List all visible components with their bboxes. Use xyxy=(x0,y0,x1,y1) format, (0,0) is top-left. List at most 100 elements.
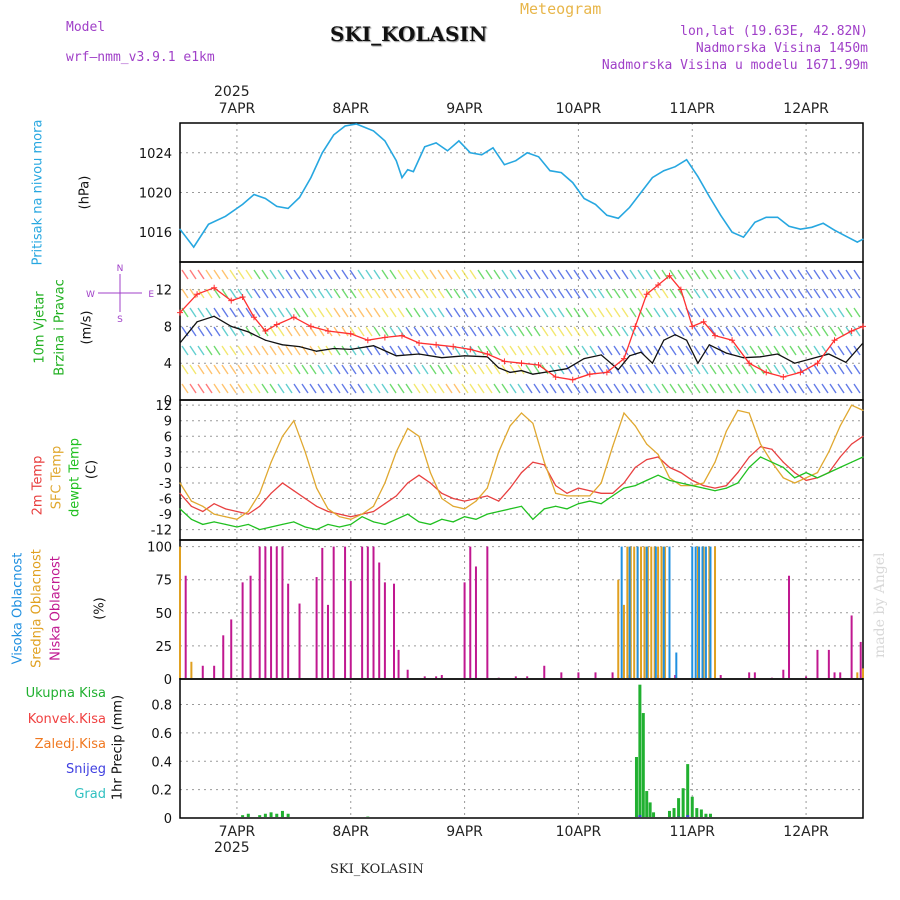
wind-barb xyxy=(773,364,781,375)
data-point xyxy=(560,172,562,174)
wind-barb xyxy=(277,307,285,318)
wind-barb xyxy=(341,269,349,280)
data-point xyxy=(316,505,318,507)
bar-precip xyxy=(667,810,671,817)
bar-precip xyxy=(286,813,290,817)
wind-barb xyxy=(669,345,677,356)
wind-barb xyxy=(605,326,613,337)
wind-barb xyxy=(221,326,229,337)
bar-cloud xyxy=(287,583,290,678)
wind-barb xyxy=(189,345,197,356)
bar-cloud xyxy=(190,661,193,678)
wind-barb xyxy=(325,383,333,394)
wind-barb xyxy=(693,288,701,299)
wind-barb xyxy=(805,383,813,394)
wind-barb xyxy=(421,269,429,280)
wind-barb xyxy=(397,326,405,337)
wind-barb xyxy=(765,326,773,337)
wind-barb xyxy=(485,269,493,280)
wind-barb xyxy=(189,269,197,280)
altitude-label: Nadmorska Visina 1450m xyxy=(695,41,868,56)
data-point xyxy=(293,490,295,492)
wind-barb xyxy=(821,364,829,375)
data-point xyxy=(794,471,796,474)
data-point xyxy=(179,482,181,484)
wind-barb xyxy=(549,307,557,318)
series-dewpt-temp xyxy=(179,456,864,531)
wind-barb xyxy=(829,307,837,318)
wind-barb xyxy=(677,364,685,375)
data-point xyxy=(811,226,813,228)
wind-barb xyxy=(797,345,805,356)
wind-barb xyxy=(485,345,493,356)
bar-cloud xyxy=(201,665,204,678)
wind-barb xyxy=(293,383,301,394)
bar-precip xyxy=(648,802,652,817)
wind-barb xyxy=(621,364,629,375)
wind-barb xyxy=(685,383,693,394)
bar-cloud xyxy=(850,615,853,678)
wind-barb xyxy=(725,364,733,375)
bar-cloud xyxy=(691,546,694,678)
wind-barb xyxy=(213,288,221,299)
data-point xyxy=(429,482,432,484)
data-point xyxy=(190,500,192,502)
wind-barb xyxy=(253,307,261,318)
wind-barb xyxy=(829,383,837,394)
wind-barb xyxy=(213,345,221,356)
bar-cloud xyxy=(463,582,466,678)
wind-barb xyxy=(413,364,421,375)
compass-s: S xyxy=(117,315,123,325)
wind-barb xyxy=(549,288,557,299)
data-point xyxy=(441,518,443,520)
wind-barb xyxy=(389,383,397,394)
wind-barb xyxy=(389,307,397,318)
data-point xyxy=(247,510,249,513)
wind-barb xyxy=(725,345,733,356)
bar-cloud xyxy=(694,546,697,678)
wind-barb xyxy=(437,364,445,375)
gust-point xyxy=(450,343,457,350)
wind-barb xyxy=(437,269,445,280)
wind-barb xyxy=(277,288,285,299)
wind-barb xyxy=(237,383,245,394)
wind-barb xyxy=(821,326,829,337)
wind-barb xyxy=(821,307,829,318)
bar-cloud xyxy=(230,619,233,678)
wind-barb xyxy=(645,364,653,375)
x-tick-label-bottom: 9APR xyxy=(446,824,483,840)
wind-barb xyxy=(517,326,525,337)
wind-barb xyxy=(741,288,749,299)
bar-cloud xyxy=(611,672,614,678)
wind-barb xyxy=(301,383,309,394)
wind-barb xyxy=(197,364,205,375)
bar-cloud xyxy=(526,676,529,678)
bar-cloud xyxy=(393,583,396,678)
wind-barb xyxy=(557,288,565,299)
data-point xyxy=(298,196,301,199)
data-point xyxy=(555,492,557,494)
data-point xyxy=(862,409,864,411)
wind-barb xyxy=(573,307,581,318)
bar-cloud xyxy=(423,676,426,678)
wind-barb xyxy=(717,383,725,394)
data-point xyxy=(862,456,864,458)
wind-barb xyxy=(541,307,549,318)
bar-cloud xyxy=(617,579,620,678)
wind-barb xyxy=(541,288,549,299)
data-point xyxy=(355,123,358,125)
wind-barb xyxy=(285,383,293,394)
legend-hail: Grad xyxy=(74,787,106,802)
wind-barb xyxy=(837,364,845,375)
wind-barb xyxy=(829,269,837,280)
wind-barb xyxy=(309,288,317,299)
bar-cloud xyxy=(626,546,629,678)
data-point xyxy=(213,513,215,515)
data-point xyxy=(424,146,426,148)
x-tick-label-bottom: 10APR xyxy=(556,824,602,840)
data-point xyxy=(270,492,272,494)
wind-barb xyxy=(397,383,405,394)
wind-barb xyxy=(789,345,797,356)
gust-point xyxy=(552,374,559,380)
wind-barb xyxy=(525,269,533,280)
